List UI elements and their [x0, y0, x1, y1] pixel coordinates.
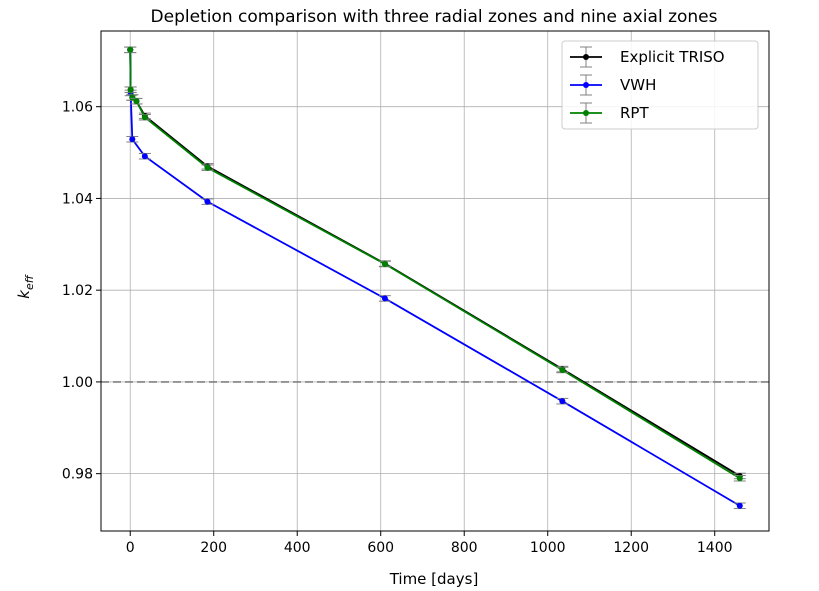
legend-box	[561, 40, 759, 130]
legend-label: VWH	[620, 76, 656, 94]
x-tick-label: 1400	[697, 540, 733, 556]
data-point	[129, 94, 136, 101]
x-tick-label: 200	[200, 540, 227, 556]
y-tick-label: 1.06	[62, 100, 93, 116]
svg-text:keff: keff	[15, 274, 36, 298]
chart-title: Depletion comparison with three radial z…	[151, 7, 718, 27]
data-point	[736, 502, 743, 509]
plot-frame	[100, 30, 770, 532]
y-tick-label: 1.00	[62, 375, 93, 391]
data-point	[204, 164, 211, 171]
legend-entry: Explicit TRISO	[570, 46, 725, 68]
y-tick-label: 0.98	[62, 467, 93, 483]
x-tick-label: 0	[126, 540, 135, 556]
series-layer	[124, 46, 746, 510]
data-point	[129, 136, 136, 143]
data-point	[559, 398, 566, 405]
legend-label: Explicit TRISO	[620, 48, 725, 66]
legend-label: RPT	[620, 104, 649, 122]
x-tick-label: 800	[451, 540, 478, 556]
data-point	[127, 86, 134, 93]
data-point	[736, 475, 743, 482]
data-point	[381, 261, 388, 268]
legend-marker	[583, 54, 589, 60]
data-point	[204, 198, 211, 205]
x-tick-label: 1000	[530, 540, 566, 556]
y-axis-label: keff	[15, 274, 36, 298]
y-axis-label-sub: eff	[23, 274, 36, 290]
legend: Explicit TRISO VWH RPT	[561, 40, 759, 130]
y-tick-label: 1.02	[62, 283, 93, 299]
data-point	[127, 46, 134, 53]
data-point	[141, 153, 148, 160]
y-axis-label-base: k	[15, 289, 33, 299]
data-point	[133, 98, 140, 105]
legend-marker	[583, 82, 589, 88]
data-point	[559, 366, 566, 373]
legend-marker	[583, 110, 589, 116]
y-tick-label: 1.04	[62, 191, 93, 207]
legend-entry: VWH	[570, 74, 656, 96]
legend-entry: RPT	[570, 102, 649, 124]
data-point	[381, 295, 388, 302]
x-axis-label: Time [days]	[389, 570, 479, 588]
x-tick-label: 600	[367, 540, 394, 556]
x-tick-label: 1200	[613, 540, 649, 556]
data-point	[141, 114, 148, 121]
series-rpt	[124, 46, 746, 482]
ticks: 0 200 400 600 800 1000 1200 1400 0.98 1.00 1.02 1.0…	[62, 100, 733, 556]
x-tick-label: 400	[284, 540, 311, 556]
